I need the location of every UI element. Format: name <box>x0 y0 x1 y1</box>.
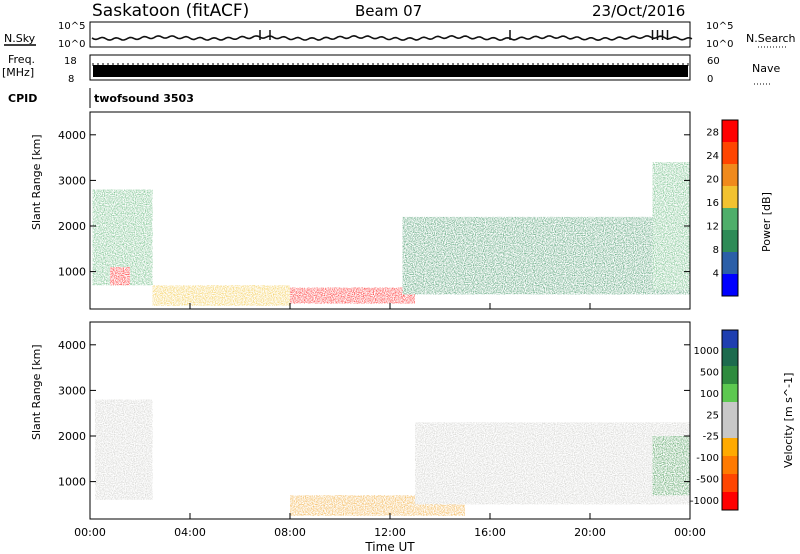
power-colorbar-swatch <box>722 186 738 208</box>
velocity-colorbar-tick: -1000 <box>690 496 719 507</box>
nsky-series-line <box>91 34 693 42</box>
y-tick-label: 4000 <box>58 339 86 352</box>
power-region-2 <box>290 287 415 304</box>
velocity-colorbar-swatch <box>722 366 738 384</box>
freq-label: Freq. <box>8 53 35 66</box>
nave-tick-top: 60 <box>707 56 720 67</box>
velocity-colorbar-swatch <box>722 474 738 492</box>
velocity-colorbar-swatch <box>722 456 738 474</box>
nsky-label: N.Sky <box>4 32 36 45</box>
nave-tick-bottom: 0 <box>707 74 713 85</box>
freq-band-ticks <box>92 63 689 66</box>
freq-panel <box>89 54 691 81</box>
time-axis-ticks: 00:00 04:00 08:00 12:00 16:00 20:00 00:00 <box>74 303 706 539</box>
x-tick-label: 20:00 <box>574 526 606 539</box>
velocity-colorbar: 1000 500 100 25 -25 -100 -500 -1000 <box>690 329 739 511</box>
velocity-data-regions <box>95 399 690 516</box>
beam-title: Beam 07 <box>355 2 422 20</box>
velocity-region-2 <box>415 422 690 505</box>
velocity-colorbar-swatch <box>722 348 738 366</box>
velocity-colorbar-tick: -100 <box>696 453 719 464</box>
power-data-regions <box>92 162 690 306</box>
velocity-colorbar-swatch <box>722 420 738 438</box>
x-tick-label: 00:00 <box>674 526 706 539</box>
velocity-colorbar-tick: 500 <box>700 367 719 378</box>
velocity-region-0 <box>95 399 153 500</box>
cpid-label: CPID <box>8 92 37 105</box>
station-title: Saskatoon (fitACF) <box>92 1 249 21</box>
power-colorbar-swatch <box>722 120 738 142</box>
power-colorbar-swatch <box>722 274 738 296</box>
nsearch-tick-top: 10^5 <box>706 21 733 32</box>
power-colorbar-tick: 20 <box>706 175 719 186</box>
cpid-text: twofsound 3503 <box>94 92 194 105</box>
nsearch-tick-bottom: 10^0 <box>706 39 733 50</box>
freq-tick-top: 18 <box>64 56 77 67</box>
x-tick-label: 08:00 <box>274 526 306 539</box>
x-tick-label: 16:00 <box>474 526 506 539</box>
power-colorbar-tick: 16 <box>706 198 719 209</box>
velocity-colorbar-tick: 1000 <box>694 346 719 357</box>
nsky-tick-bottom: 10^0 <box>58 39 85 50</box>
power-colorbar-tick: 24 <box>706 151 719 162</box>
power-ylabel: Slant Range [km] <box>30 134 43 230</box>
y-tick-label: 2000 <box>58 430 86 443</box>
x-tick-label: 00:00 <box>74 526 106 539</box>
velocity-colorbar-swatch <box>722 330 738 348</box>
y-tick-label: 1000 <box>58 476 86 489</box>
power-colorbar-label: Power [dB] <box>760 192 773 252</box>
power-region-5 <box>652 162 690 290</box>
x-tick-label: 04:00 <box>174 526 206 539</box>
velocity-region-3 <box>652 436 690 496</box>
power-colorbar-swatch <box>722 252 738 274</box>
power-region-4 <box>402 216 690 295</box>
y-tick-label: 1000 <box>58 266 86 279</box>
power-colorbar-swatch <box>722 164 738 186</box>
power-region-1 <box>110 267 130 286</box>
y-tick-label: 2000 <box>58 220 86 233</box>
power-y-ticks: 4000 3000 2000 1000 <box>58 129 690 279</box>
time-axis-label: Time UT <box>364 540 415 554</box>
velocity-colorbar-tick: 25 <box>706 410 719 421</box>
velocity-colorbar-tick: -25 <box>703 432 719 443</box>
y-tick-label: 4000 <box>58 129 86 142</box>
velocity-colorbar-swatch <box>722 402 738 420</box>
freq-tick-bottom: 8 <box>68 74 74 85</box>
velocity-colorbar-swatch <box>722 438 738 456</box>
freq-label-units: [MHz] <box>2 66 34 79</box>
nsky-panel <box>89 21 691 48</box>
freq-band <box>93 65 688 77</box>
nsky-spikes <box>259 30 669 40</box>
velocity-colorbar-tick: 100 <box>700 389 719 400</box>
velocity-colorbar-swatch <box>722 384 738 402</box>
velocity-colorbar-frame <box>721 329 739 511</box>
power-colorbar-swatch <box>722 230 738 252</box>
power-colorbar-frame <box>721 119 739 297</box>
velocity-y-ticks: 4000 3000 2000 1000 <box>58 339 690 489</box>
date-title: 23/Oct/2016 <box>592 2 685 20</box>
power-colorbar: 28 24 20 16 12 8 4 <box>706 119 739 297</box>
power-colorbar-tick: 28 <box>706 128 719 139</box>
power-colorbar-tick: 12 <box>706 222 719 233</box>
velocity-colorbar-swatch <box>722 492 738 510</box>
power-colorbar-tick: 4 <box>713 269 719 280</box>
velocity-ylabel: Slant Range [km] <box>30 344 43 440</box>
nsky-tick-top: 10^5 <box>58 21 85 32</box>
nsearch-label: N.Search <box>746 32 796 45</box>
nave-label: Nave <box>752 62 780 75</box>
y-tick-label: 3000 <box>58 174 86 187</box>
y-tick-label: 3000 <box>58 384 86 397</box>
power-colorbar-tick: 8 <box>713 245 719 256</box>
x-tick-label: 12:00 <box>374 526 406 539</box>
power-region-6 <box>152 285 290 306</box>
velocity-colorbar-label: Velocity [m s^-1] <box>782 373 795 468</box>
power-colorbar-swatch <box>722 208 738 230</box>
velocity-colorbar-tick: -500 <box>696 475 719 486</box>
power-colorbar-swatch <box>722 142 738 164</box>
